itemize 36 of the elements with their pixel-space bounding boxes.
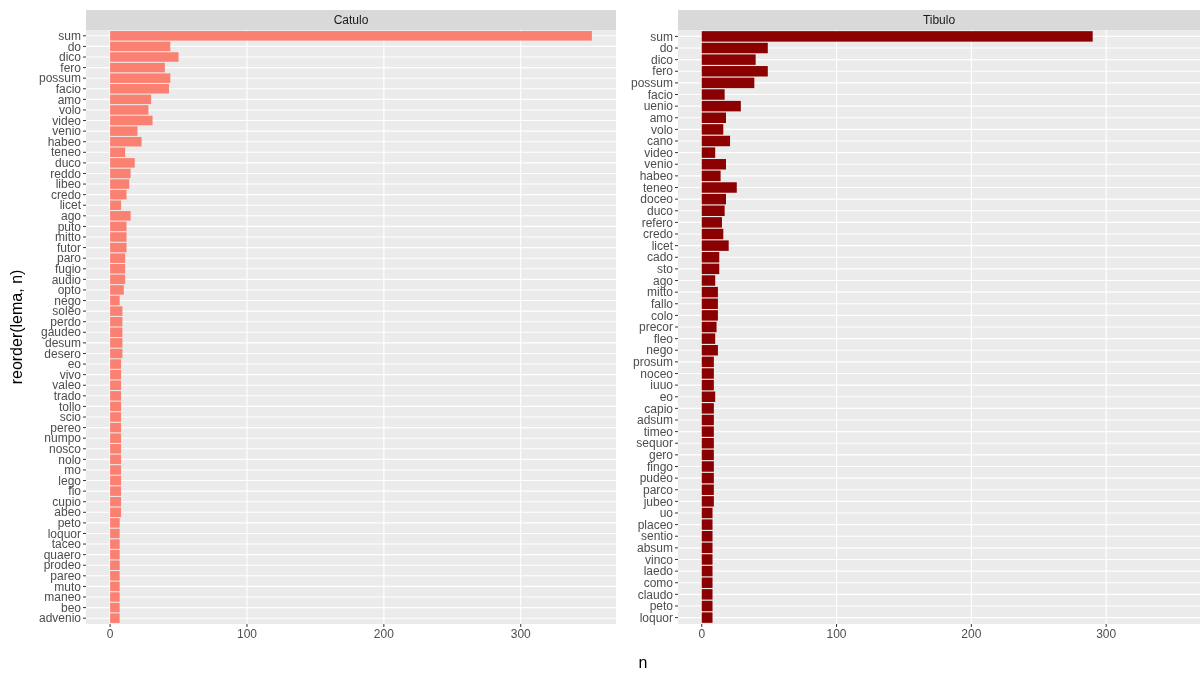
y-tick-label: quaero: [43, 547, 82, 562]
x-tick-label: 100: [826, 627, 847, 641]
y-tick-label: volo: [650, 122, 674, 137]
y-tick-label: fero: [652, 64, 674, 79]
y-tick-label: sequor: [636, 436, 673, 451]
y-tick-label: futor: [56, 240, 81, 255]
y-tick-label: peto: [649, 599, 674, 614]
y-tick-label: sentio: [640, 529, 674, 544]
x-tick-label: 300: [510, 627, 532, 641]
y-tick-label: cado: [646, 250, 674, 265]
y-tick-label: colo: [650, 308, 674, 323]
y-tick-label: jubeo: [642, 494, 674, 509]
y-tick-label: nego: [646, 343, 674, 358]
x-axis-title: n: [638, 654, 648, 671]
x-tick-label: 300: [1096, 627, 1117, 641]
x-tick-label: 200: [373, 627, 395, 641]
y-tick-label: capio: [644, 401, 674, 416]
y-tick-label: noceo: [640, 366, 674, 381]
x-tick-label: 100: [236, 627, 258, 641]
y-tick-label: sum: [650, 29, 673, 44]
y-tick-label: perdo: [50, 314, 82, 329]
x-tick-label: 200: [961, 627, 982, 641]
y-tick-label: claudo: [637, 587, 674, 602]
y-tick-label: parco: [642, 482, 674, 497]
chart-title: Tibulo: [922, 13, 956, 28]
x-tick-label: 0: [106, 627, 114, 641]
y-axis-title: reorder(lema, n): [8, 269, 25, 385]
y-tick-label: venio: [644, 157, 674, 172]
y-tick-label: fallo: [650, 296, 674, 311]
y-tick-label: cupio: [52, 494, 82, 509]
y-tick-label: licet: [59, 198, 82, 213]
chart-title: Catulo: [333, 13, 369, 28]
y-tick-label: gero: [648, 448, 674, 463]
x-tick-label: 0: [698, 627, 706, 641]
y-tick-label: do: [67, 39, 82, 54]
y-tick-label: refero: [641, 215, 674, 230]
